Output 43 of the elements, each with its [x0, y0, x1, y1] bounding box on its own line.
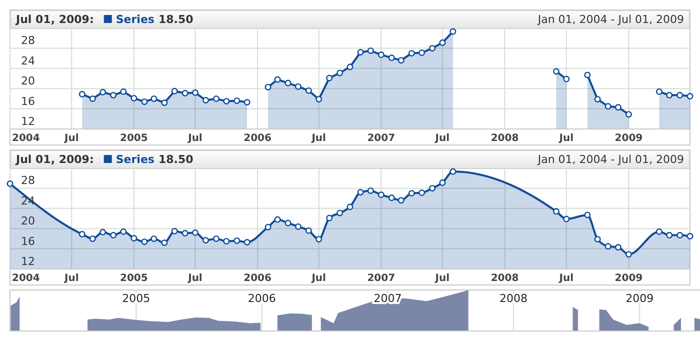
- x-tick-label: 2008: [499, 292, 528, 305]
- y-tick-label: 20: [21, 214, 35, 228]
- x-tick-label: 2008: [490, 273, 519, 284]
- x-tick-label: Jul: [434, 273, 450, 284]
- x-tick-label: 2009: [614, 273, 643, 284]
- x-tick-label: 2009: [614, 133, 643, 144]
- x-tick-label: Jul: [434, 133, 450, 144]
- y-tick-label: 16: [21, 94, 35, 108]
- y-tick-label: 28: [21, 174, 35, 188]
- x-tick-label: Jul: [310, 133, 326, 144]
- legend-label: Series: [116, 153, 155, 166]
- x-tick-label: Jul: [558, 133, 574, 144]
- x-tick-label: 2009: [626, 292, 654, 305]
- x-tick-label: 2008: [490, 133, 519, 144]
- x-tick-label: Jul: [187, 133, 202, 144]
- x-tick-label: 2006: [244, 133, 272, 144]
- y-tick-label: 16: [21, 234, 35, 248]
- y-tick-label: 24: [21, 54, 35, 68]
- x-tick-label: 2005: [120, 133, 148, 144]
- x-tick-label: 2007: [367, 273, 396, 284]
- chart-title: Jul 01, 2009:: [15, 13, 94, 26]
- y-tick-label: 12: [21, 255, 35, 268]
- chart-subtitle: Jan 01, 2004 - Jul 01, 2009: [536, 153, 684, 166]
- legend-label: Series: [116, 13, 155, 26]
- x-tick-label: Jul: [558, 273, 574, 284]
- chart-title: Jul 01, 2009:: [15, 153, 94, 166]
- x-tick-label: 2006: [248, 292, 276, 305]
- text: 18.50: [158, 153, 194, 166]
- x-tick-label: 2006: [244, 273, 272, 284]
- x-tick-label: 2005: [120, 273, 148, 284]
- x-tick-label: Jul: [310, 273, 326, 284]
- x-tick-label: Jul: [63, 133, 79, 144]
- x-tick-label: Jul: [63, 273, 79, 284]
- y-tick-label: 20: [21, 74, 35, 88]
- chart-subtitle: Jan 01, 2004 - Jul 01, 2009: [536, 13, 684, 26]
- y-tick-label: 28: [21, 34, 35, 48]
- x-tick-label: 2005: [122, 292, 150, 305]
- text: 18.50: [158, 13, 194, 26]
- x-tick-label: 2004: [12, 133, 40, 144]
- x-tick-label: Jul: [187, 273, 202, 284]
- x-tick-label: 2004: [12, 273, 40, 284]
- x-tick-label: 2007: [367, 133, 396, 144]
- y-tick-label: 12: [21, 115, 35, 128]
